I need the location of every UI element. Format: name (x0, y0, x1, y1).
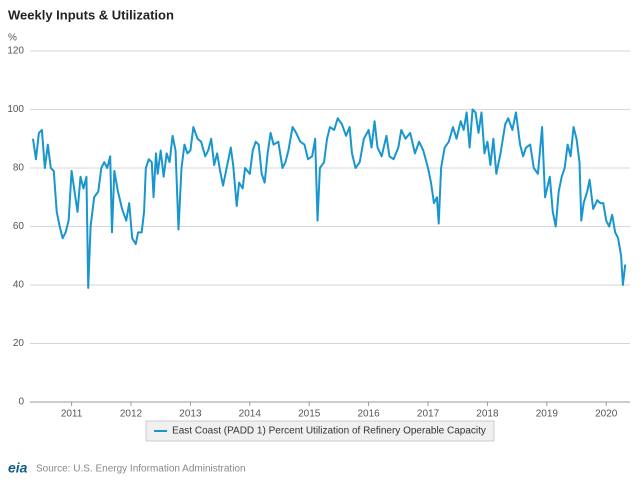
x-tick-label: 2017 (417, 409, 440, 420)
x-tick-label: 2020 (595, 409, 618, 420)
x-tick-label: 2014 (239, 409, 262, 420)
x-tick-label: 2015 (298, 409, 321, 420)
data-line (31, 108, 627, 289)
source-note: Source: U.S. Energy Information Administ… (36, 464, 246, 475)
legend-box (145, 420, 495, 442)
logo: eia (8, 460, 28, 476)
y-tick-label: 120 (7, 46, 24, 57)
y-tick-label: 100 (7, 104, 24, 115)
y-tick-label: 0 (18, 397, 24, 408)
y-axis-label: % (8, 33, 17, 44)
y-tick-label: 80 (13, 163, 25, 174)
chart-title: Weekly Inputs & Utilization (8, 7, 174, 22)
x-tick-label: 2013 (179, 409, 202, 420)
x-tick-label: 2016 (357, 409, 380, 420)
y-tick-label: 60 (13, 221, 25, 232)
y-tick-label: 20 (13, 338, 25, 349)
x-tick-label: 2018 (476, 409, 499, 420)
x-tick-label: 2019 (536, 409, 559, 420)
x-tick-label: 2012 (120, 409, 143, 420)
legend: East Coast (PADD 1) Percent Utilization … (145, 420, 495, 442)
y-tick-label: 40 (13, 280, 25, 291)
x-tick-label: 2011 (61, 409, 83, 420)
legend-label: East Coast (PADD 1) Percent Utilization … (172, 426, 486, 437)
